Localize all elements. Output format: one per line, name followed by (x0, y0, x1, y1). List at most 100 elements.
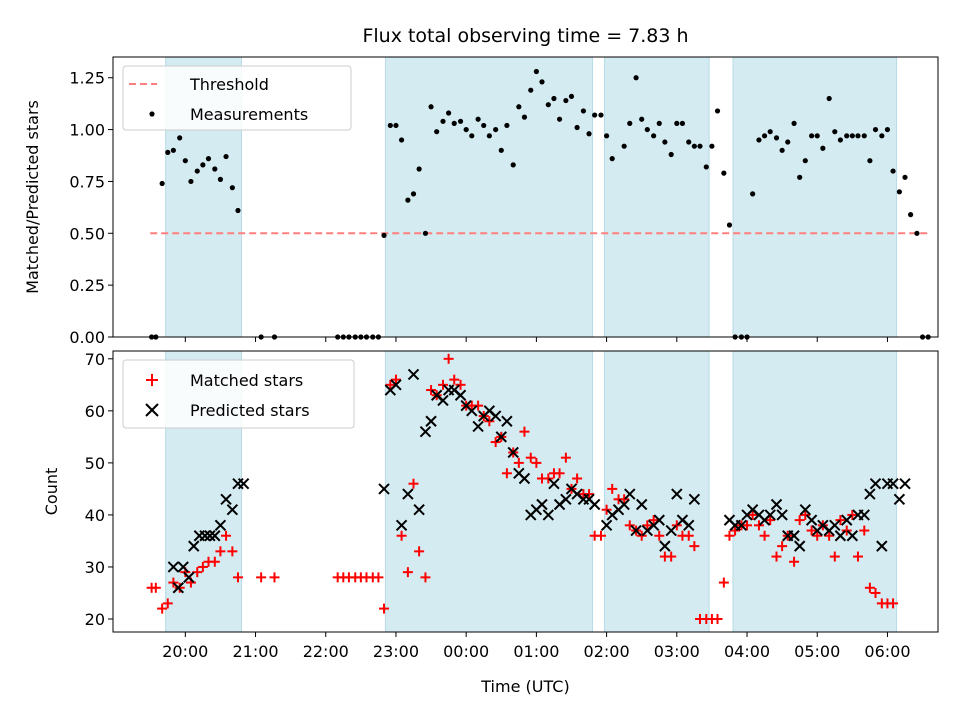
predicted-star-point (665, 524, 677, 537)
matched-star-point (654, 530, 665, 541)
measurement-point (914, 230, 920, 236)
measurement-point (879, 133, 885, 139)
measurement-point (908, 212, 914, 218)
measurement-point (387, 122, 393, 129)
predicted-star-point (630, 524, 642, 537)
top-x-ticks (184, 337, 888, 342)
matched-star-point (473, 400, 484, 411)
measurement-point (574, 124, 580, 131)
predicted-star-point (653, 514, 665, 526)
measurement-point (229, 185, 235, 191)
bottom-legend: Matched stars Predicted stars (122, 359, 355, 429)
predicted-star-point (560, 493, 572, 506)
matched-star-point (595, 530, 606, 541)
predicted-star-point (536, 498, 548, 511)
y-tick-label: 60 (85, 402, 105, 421)
measurement-point (170, 147, 176, 153)
measurement-point (410, 191, 417, 197)
x-tick-label: 22:00 (303, 642, 349, 661)
matched-star-point (841, 525, 852, 536)
matched-star-point (812, 530, 823, 541)
matched-star-point (513, 457, 524, 468)
measurement-point (405, 197, 411, 203)
x-tick-label: 05:00 (794, 642, 840, 661)
measurement-point (779, 147, 785, 153)
ratio-panel: 0.00 0.25 0.50 0.75 1.00 1.25 Flux total obse… (23, 25, 939, 347)
matched-star-point (642, 520, 653, 531)
predicted-star-point (220, 493, 232, 506)
matched-star-point (443, 353, 454, 364)
x-tick-label: 03:00 (654, 642, 700, 661)
predicted-star-point (183, 571, 195, 584)
top-y-ticks: 0.00 0.25 0.50 0.75 1.00 1.25 (69, 69, 113, 347)
matched-star-point (718, 577, 729, 588)
measurement-point (416, 166, 422, 172)
matched-star-point (859, 525, 870, 536)
measurement-point (709, 143, 715, 149)
measurement-point (896, 189, 902, 195)
matched-star-point (414, 546, 425, 557)
measurement-point (440, 118, 446, 124)
measurement-point (714, 108, 721, 114)
measurement-point (697, 143, 703, 149)
matched-star-point (168, 577, 179, 588)
measurement-point (902, 174, 908, 180)
bottom-legend-frame (122, 359, 355, 429)
matched-star-point (560, 452, 571, 463)
predicted-star-point (188, 540, 200, 552)
legend-predicted-label: Predicted stars (190, 401, 310, 420)
predicted-star-point (199, 530, 211, 542)
predicted-star-point (764, 509, 776, 521)
matched-star-point (420, 572, 431, 583)
predicted-star-point (671, 488, 683, 500)
predicted-star-point (846, 530, 859, 542)
measurement-point (756, 137, 762, 143)
matched-star-point (256, 572, 267, 583)
x-tick-label: 21:00 (232, 642, 278, 661)
matched-star-point (671, 520, 682, 531)
matched-star-point (408, 478, 419, 489)
measurement-point (568, 93, 575, 100)
measurement-point (393, 122, 399, 129)
measurement-point (773, 135, 780, 141)
matched-star-point (396, 530, 407, 541)
matched-star-point (525, 452, 536, 463)
measurement-point (802, 158, 808, 164)
matched-star-point (835, 515, 846, 526)
measurement-point (826, 95, 832, 102)
legend-threshold-label: Threshold (189, 75, 269, 94)
predicted-star-point (688, 493, 701, 506)
measurement-point (721, 170, 727, 176)
predicted-star-point (683, 519, 695, 532)
matched-star-point (624, 520, 635, 531)
predicted-star-point (226, 504, 239, 516)
matched-star-point (759, 530, 770, 541)
measurement-point (797, 174, 803, 180)
y-tick-label: 1.25 (69, 69, 105, 88)
matched-star-point (800, 509, 811, 520)
predicted-star-point (788, 530, 800, 542)
top-legend-frame (122, 65, 352, 131)
matched-star-point (215, 546, 226, 557)
predicted-star-point (507, 446, 519, 459)
predicted-star-point (776, 509, 788, 521)
matched-star-point (402, 567, 413, 578)
top-y-axis-label: Matched/Predicted stars (23, 100, 42, 294)
measurement-point (890, 168, 896, 174)
observing-window-band (603, 350, 710, 633)
matched-star-point (484, 416, 495, 427)
predicted-star-point (548, 477, 560, 490)
predicted-star-point (454, 389, 467, 401)
measurement-point (516, 104, 522, 110)
matched-star-point (712, 613, 723, 624)
measurement-point (539, 79, 545, 85)
matched-star-point (888, 598, 899, 609)
predicted-star-point (799, 504, 812, 516)
matched-star-point (519, 426, 530, 437)
predicted-star-point (395, 519, 408, 532)
measurement-point (533, 68, 539, 75)
measurement-point (668, 151, 674, 158)
predicted-star-point (793, 540, 806, 552)
measurement-point (446, 110, 452, 116)
x-tick-label: 23:00 (373, 642, 419, 661)
